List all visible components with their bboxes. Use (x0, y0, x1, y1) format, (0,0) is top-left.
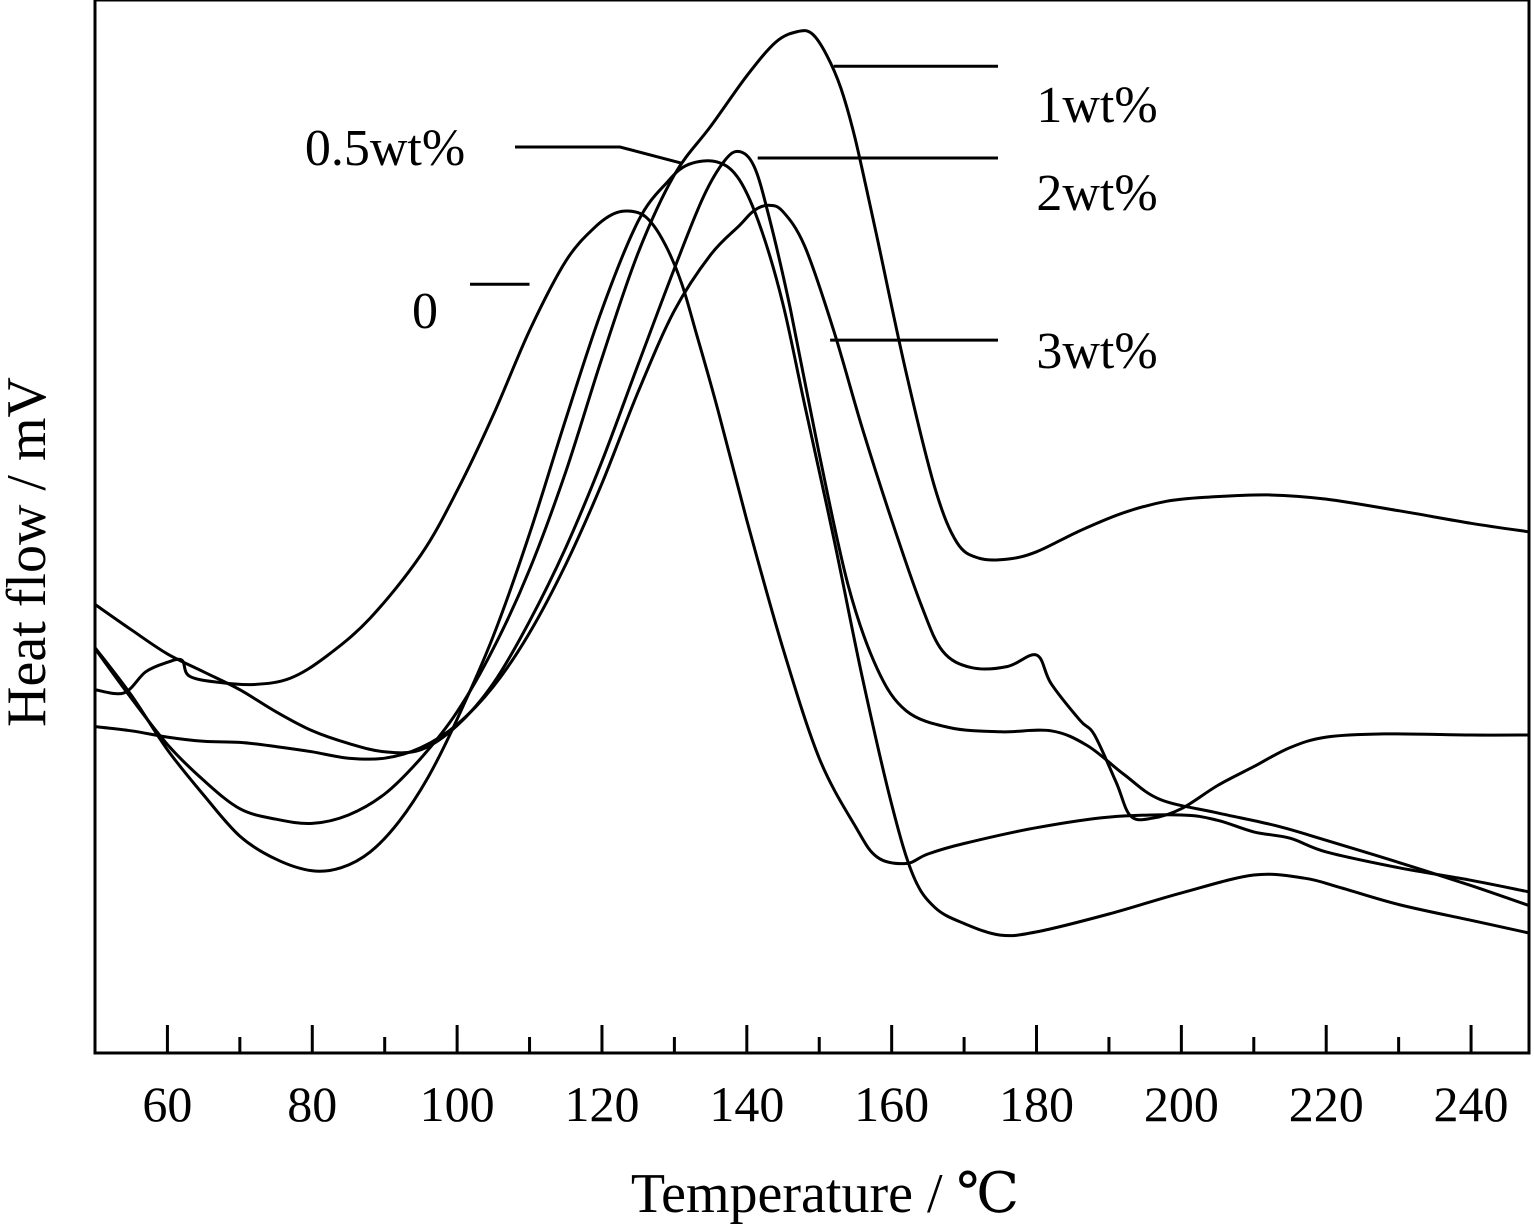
series-curves (93, 29, 1531, 938)
x-tick-label: 120 (564, 1076, 639, 1132)
x-tick-label: 180 (999, 1076, 1074, 1132)
x-tick-label: 220 (1289, 1076, 1364, 1132)
x-tick-label: 80 (287, 1076, 337, 1132)
plot-frame (93, 0, 1531, 1055)
x-tick-label: 160 (854, 1076, 929, 1132)
x-tick-label: 140 (709, 1076, 784, 1132)
series-labels: 0 0.5wt% 1wt% 2wt% 3wt% (305, 77, 1158, 380)
series-label: 2wt% (1036, 165, 1157, 222)
x-tick-label: 60 (142, 1076, 192, 1132)
y-axis-label: Heat flow / mV (0, 377, 58, 727)
x-axis-label: Temperature / ℃ (631, 1163, 1019, 1225)
series-label: 0 (412, 283, 438, 340)
x-axis-tick-labels: 60 80 100 120 140 160 180 200 220 240 (142, 1076, 1508, 1132)
series-line-0 (93, 209, 1531, 894)
series-line-0-5wt- (93, 159, 1531, 938)
leader-line (515, 145, 682, 165)
series-leader-lines (470, 64, 998, 342)
series-line-1wt- (93, 29, 1531, 826)
x-tick-label: 240 (1434, 1076, 1509, 1132)
x-tick-label: 200 (1144, 1076, 1219, 1132)
x-axis-ticks (165, 1025, 1473, 1053)
series-label: 3wt% (1036, 323, 1157, 380)
series-line-3wt- (93, 203, 1531, 822)
series-line-2wt- (93, 149, 1531, 908)
series-label: 1wt% (1036, 77, 1157, 134)
x-tick-label: 100 (420, 1076, 495, 1132)
series-label: 0.5wt% (305, 120, 465, 177)
